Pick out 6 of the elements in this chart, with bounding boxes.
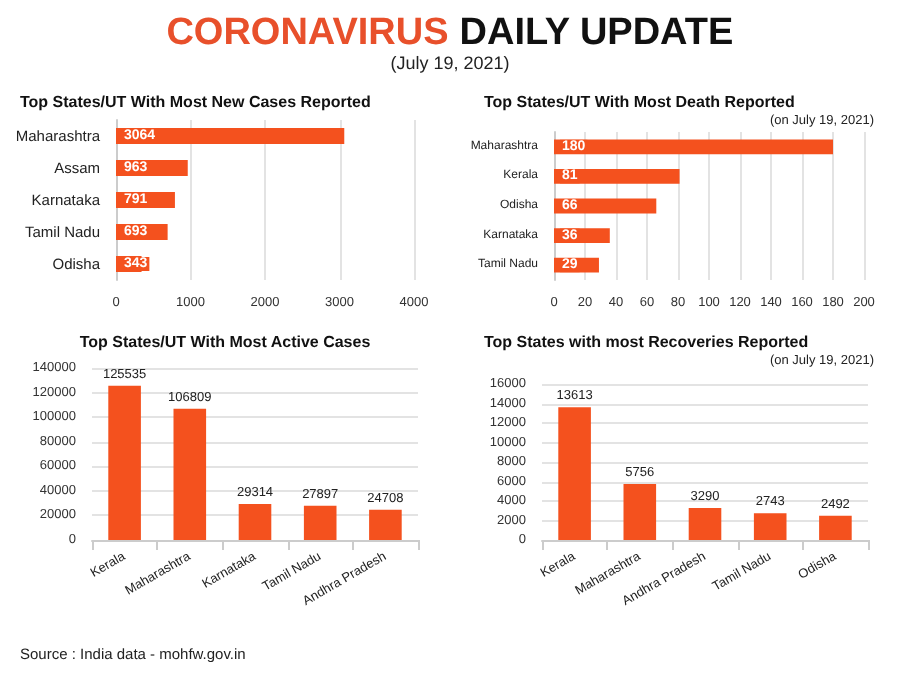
chart-title: Top States/UT With Most Active Cases <box>79 333 372 351</box>
chart-title: Top States/UT With Most New Cases Reported <box>20 93 371 111</box>
chart-title: Top States with most Recoveries Reported <box>484 333 809 351</box>
text: CORONAVIRUS DAILY UPDATE <box>166 12 734 54</box>
chart-title: Top States/UT With Most Death Reported <box>484 93 795 111</box>
text: (July 19, 2021) <box>390 53 510 73</box>
